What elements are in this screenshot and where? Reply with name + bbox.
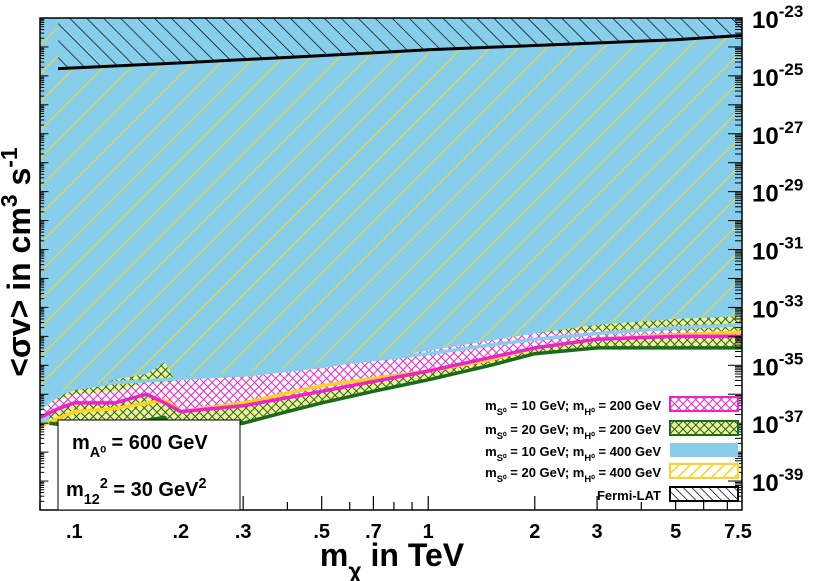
x-tick-label: .5 bbox=[313, 521, 330, 543]
region-s10-h200 bbox=[40, 330, 742, 418]
legend: mS⁰ = 10 GeV; mH⁰ = 200 GeV mS⁰ = 20 GeV;… bbox=[485, 396, 739, 503]
y-tick-label: 10-31 bbox=[752, 234, 803, 266]
legend-swatch bbox=[669, 396, 739, 412]
annotation-m12: m122 = 30 GeV2 bbox=[66, 476, 206, 508]
legend-swatch bbox=[669, 463, 739, 479]
y-tick-label: 10-33 bbox=[752, 291, 803, 323]
x-tick-label: 7.5 bbox=[724, 521, 752, 543]
x-tick-label: .7 bbox=[365, 521, 382, 543]
x-axis-title: mχ in TeV bbox=[320, 537, 465, 581]
boundary-s10-h400 bbox=[40, 323, 742, 411]
legend-item-fermi: Fermi-LAT bbox=[597, 486, 739, 503]
y-tick-label: 10-25 bbox=[752, 60, 803, 92]
exclusion-regions bbox=[40, 18, 742, 432]
y-tick-label: 10-35 bbox=[752, 349, 803, 381]
region-s20-h400 bbox=[40, 18, 742, 427]
y-tick-label: 10-27 bbox=[752, 118, 803, 150]
legend-item-s20-h400: mS⁰ = 20 GeV; mH⁰ = 400 GeV bbox=[485, 463, 739, 484]
legend-swatch bbox=[669, 420, 739, 436]
y-axis: 10-23 10-25 10-27 10-29 10-31 10-33 10-35 10-37… bbox=[40, 2, 803, 511]
legend-label: mS⁰ = 20 GeV; mH⁰ = 200 GeV bbox=[485, 422, 661, 441]
axis-titles: mχ in TeV <σv> in cm3 s-1 bbox=[0, 147, 465, 581]
x-tick-label: 3 bbox=[592, 521, 603, 543]
annotation-frame bbox=[57, 419, 241, 511]
x-tick-label: .3 bbox=[235, 521, 252, 543]
legend-swatch bbox=[669, 486, 739, 502]
y-tick-label: 10-37 bbox=[752, 407, 803, 439]
legend-label: mS⁰ = 10 GeV; mH⁰ = 200 GeV bbox=[485, 398, 661, 417]
legend-swatch bbox=[670, 443, 738, 457]
x-tick-label: 1 bbox=[423, 521, 434, 543]
x-tick-label: 5 bbox=[670, 521, 681, 543]
boundary-s10-h200 bbox=[40, 334, 742, 419]
x-tick-label: 2 bbox=[529, 521, 540, 543]
x-tick-label: .2 bbox=[173, 521, 190, 543]
legend-label: mS⁰ = 20 GeV; mH⁰ = 400 GeV bbox=[485, 465, 661, 484]
legend-label: mS⁰ = 10 GeV; mH⁰ = 400 GeV bbox=[485, 444, 661, 463]
x-axis: .1 .2 .3 .5 .7 1 2 3 5 7.5 bbox=[39, 496, 752, 543]
legend-item-s10-h400: mS⁰ = 10 GeV; mH⁰ = 400 GeV bbox=[485, 443, 738, 463]
region-fermi bbox=[58, 18, 742, 69]
y-tick-label: 10-39 bbox=[752, 465, 803, 497]
annotation-box: mA⁰ = 600 GeV m122 = 30 GeV2 bbox=[57, 419, 241, 511]
legend-label: Fermi-LAT bbox=[597, 488, 661, 503]
x-tick-label: .1 bbox=[66, 521, 83, 543]
legend-item-s10-h200: mS⁰ = 10 GeV; mH⁰ = 200 GeV bbox=[485, 396, 739, 417]
y-axis-title: <σv> in cm3 s-1 bbox=[0, 147, 37, 377]
annotation-ma0: mA⁰ = 600 GeV bbox=[72, 432, 208, 461]
y-tick-label: 10-29 bbox=[752, 176, 803, 208]
plot-frame bbox=[39, 17, 743, 511]
boundary-fermi bbox=[58, 33, 742, 71]
legend-item-s20-h200: mS⁰ = 20 GeV; mH⁰ = 200 GeV bbox=[485, 420, 739, 441]
y-tick-label: 10-23 bbox=[752, 2, 803, 34]
